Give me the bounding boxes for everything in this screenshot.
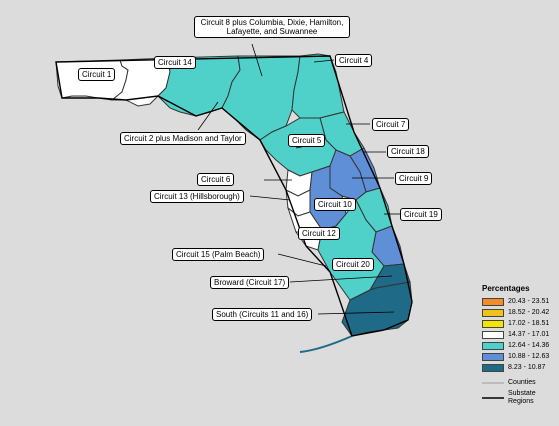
legend-class-row: 18.52 - 20.42 <box>482 307 556 318</box>
legend-class-row: 17.02 - 18.51 <box>482 318 556 329</box>
legend-counties-label: Counties <box>508 379 536 386</box>
legend-swatch <box>482 319 504 328</box>
label-circuit1: Circuit 1 <box>78 68 116 81</box>
legend-classes: 20.43 - 23.51 18.52 - 20.42 17.02 - 18.51 1… <box>482 296 556 373</box>
substate-line-swatch <box>482 397 504 399</box>
legend-substate-label: Substate Regions <box>508 390 536 405</box>
counties-line-swatch <box>482 382 504 383</box>
label-circuit17: Broward (Circuit 17) <box>210 276 290 289</box>
legend-class-row: 8.23 - 10.87 <box>482 362 556 373</box>
label-circuit11_16: South (Circuits 11 and 16) <box>212 308 313 321</box>
legend-swatch <box>482 297 504 306</box>
keys-islands <box>299 335 353 353</box>
region-circuit20 <box>317 199 385 301</box>
legend-substate: Substate Regions <box>482 390 556 406</box>
substate-outline <box>55 55 413 337</box>
legend-range-label: 20.43 - 23.51 <box>508 298 550 305</box>
label-circuit5: Circuit 5 <box>288 134 326 147</box>
legend-class-row: 14.37 - 17.01 <box>482 329 556 340</box>
legend-counties: Counties <box>482 379 556 386</box>
label-circuit2: Circuit 2 plus Madison and Taylor <box>120 132 246 145</box>
legend-swatch <box>482 308 504 317</box>
label-circuit12: Circuit 12 <box>298 227 340 240</box>
legend-class-row: 20.43 - 23.51 <box>482 296 556 307</box>
legend-range-label: 12.64 - 14.36 <box>508 342 550 349</box>
label-leaders <box>197 43 400 315</box>
label-circuit14: Circuit 14 <box>154 56 196 69</box>
label-circuit4: Circuit 4 <box>335 54 373 67</box>
legend-range-label: 14.37 - 17.01 <box>508 331 550 338</box>
label-circuit9: Circuit 9 <box>395 172 433 185</box>
legend-range-label: 17.02 - 18.51 <box>508 320 550 327</box>
label-circuit10: Circuit 10 <box>314 198 356 211</box>
legend-swatch <box>482 330 504 339</box>
legend-title: Percentages <box>482 284 530 293</box>
label-circuit6: Circuit 6 <box>197 173 235 186</box>
label-circuit19: Circuit 19 <box>400 208 442 221</box>
region-circuit11_16 <box>341 281 413 337</box>
legend-swatch <box>482 352 504 361</box>
label-circuit20: Circuit 20 <box>332 258 374 271</box>
legend-range-label: 18.52 - 20.42 <box>508 309 550 316</box>
legend-range-label: 8.23 - 10.87 <box>508 364 546 371</box>
label-circuit13: Circuit 13 (Hillsborough) <box>150 190 244 203</box>
label-circuit18: Circuit 18 <box>387 145 429 158</box>
label-circuit15: Circuit 15 (Palm Beach) <box>172 248 265 261</box>
legend-class-row: 10.88 - 12.63 <box>482 351 556 362</box>
legend-class-row: 12.64 - 14.36 <box>482 340 556 351</box>
legend: Percentages 20.43 - 23.51 18.52 - 20.42 17… <box>482 284 556 406</box>
legend-range-label: 10.88 - 12.63 <box>508 353 550 360</box>
label-circuit7: Circuit 7 <box>372 118 410 131</box>
legend-swatch <box>482 363 504 372</box>
legend-swatch <box>482 341 504 350</box>
label-circuit8: Circuit 8 plus Columbia, Dixie, Hamilton… <box>194 16 350 38</box>
